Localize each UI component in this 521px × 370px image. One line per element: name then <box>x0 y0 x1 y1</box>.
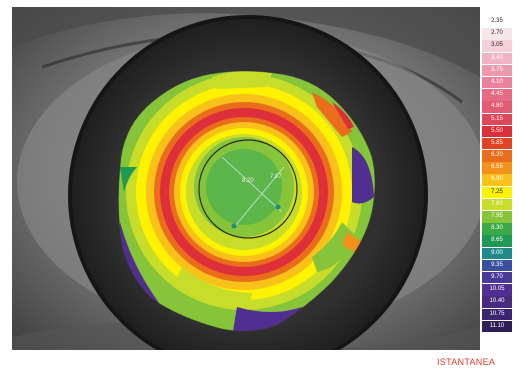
legend-swatch: 9.00 <box>482 247 512 260</box>
legend-swatch: 7.60 <box>482 198 512 211</box>
legend-swatch: 4.80 <box>482 101 512 113</box>
map-mode-label: ISTANTANEA <box>437 357 496 367</box>
legend-swatch: 6.90 <box>482 174 512 186</box>
legend-swatch: 4.45 <box>482 89 512 101</box>
legend-swatch: 5.15 <box>482 113 512 125</box>
legend-swatch: 9.35 <box>482 259 512 272</box>
legend-swatch: 5.85 <box>482 137 512 150</box>
center-right-value: 7.87 <box>270 174 282 180</box>
legend-swatch: 2.70 <box>482 28 512 40</box>
legend-swatch: 10.75 <box>482 308 512 320</box>
legend-swatch: 3.05 <box>482 40 512 52</box>
legend-swatch: 4.10 <box>482 76 512 89</box>
legend-swatch: 10.40 <box>482 296 512 308</box>
legend-swatch: 9.70 <box>482 271 512 284</box>
legend-swatch: 7.25 <box>482 186 512 199</box>
pupil-outline <box>198 139 298 239</box>
legend-swatch: 8.30 <box>482 223 512 235</box>
eye-image: 8.20 7.87 <box>12 7 480 350</box>
legend-swatch: 11.10 <box>482 320 512 333</box>
legend-swatch: 3.75 <box>482 64 512 77</box>
color-scale-legend: 2.35 2.70 3.05 3.40 3.75 4.10 4.45 4.80 5.15 5.50… <box>482 16 512 333</box>
legend-swatch: 7.95 <box>482 211 512 223</box>
legend-swatch: 2.35 <box>482 16 512 28</box>
legend-swatch: 6.55 <box>482 162 512 174</box>
legend-swatch: 5.50 <box>482 125 512 138</box>
legend-swatch: 3.40 <box>482 52 512 65</box>
legend-swatch: 6.20 <box>482 150 512 162</box>
legend-swatch: 10.05 <box>482 284 512 296</box>
center-left-value: 8.20 <box>242 178 254 184</box>
legend-swatch: 8.65 <box>482 235 512 247</box>
topography-map-view[interactable]: 8.20 7.87 <box>12 7 480 350</box>
